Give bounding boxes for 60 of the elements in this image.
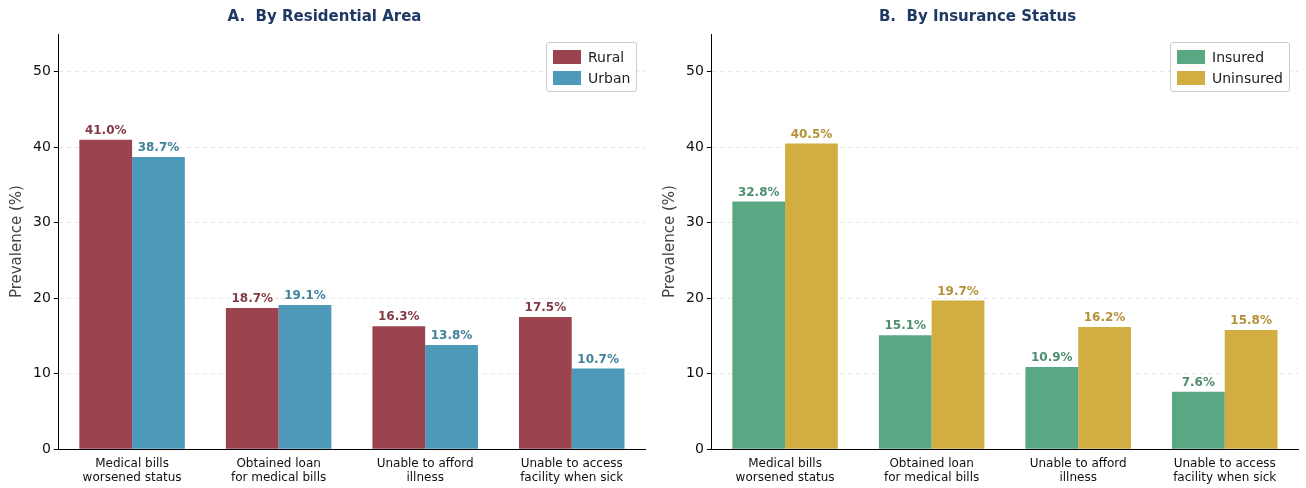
data-label: 7.6% [1181, 374, 1215, 389]
data-label: 19.7% [937, 283, 979, 298]
y-tick-label: 30 [685, 213, 704, 230]
legend-label: Rural [588, 48, 625, 65]
y-tick-label: 40 [32, 137, 51, 154]
y-axis-title: Prevalence (%) [6, 185, 25, 299]
bar [372, 326, 426, 449]
data-label: 10.9% [1030, 350, 1073, 365]
legend-label: Insured [1212, 48, 1265, 65]
bar [1224, 329, 1278, 449]
bar [785, 143, 838, 449]
y-tick-label: 50 [685, 62, 704, 79]
data-label: 17.5% [524, 300, 567, 315]
x-tick-label: Unable to afford illness [376, 455, 474, 484]
bar [132, 157, 185, 449]
legend-label: Uninsured [1212, 69, 1283, 86]
x-tick-label: Unable to access facility when sick [520, 455, 624, 484]
y-tick-label: 10 [685, 364, 704, 381]
bar [518, 317, 572, 449]
data-label: 40.5% [790, 126, 833, 141]
bar [1171, 391, 1225, 449]
y-tick-label: 40 [685, 137, 704, 154]
data-label: 16.2% [1083, 310, 1126, 325]
bar [225, 308, 279, 449]
y-tick-label: 20 [32, 288, 51, 305]
x-tick-label: Medical bills worsened status [735, 455, 835, 484]
bar [732, 201, 786, 449]
y-tick-label: 0 [694, 439, 704, 456]
y-tick-label: 50 [32, 62, 51, 79]
legend-label: Urban [588, 69, 631, 86]
data-label: 32.8% [737, 184, 780, 199]
y-tick-label: 20 [685, 288, 704, 305]
bar [425, 345, 478, 449]
data-label: 18.7% [231, 291, 274, 306]
data-label: 13.8% [430, 328, 473, 343]
x-tick-label: Medical bills worsened status [82, 455, 182, 484]
x-tick-label: Obtained loan for medical bills [230, 455, 327, 484]
bar [931, 300, 985, 449]
bar [571, 368, 625, 449]
data-label: 38.7% [137, 140, 180, 155]
bar [278, 305, 332, 449]
data-label: 15.8% [1230, 313, 1272, 328]
y-tick-label: 0 [41, 439, 51, 456]
x-tick-label: Unable to afford illness [1029, 455, 1127, 484]
data-label: 19.1% [284, 288, 326, 303]
data-label: 15.1% [884, 318, 927, 333]
bar [79, 139, 133, 449]
data-label: 16.3% [377, 309, 420, 324]
bar [1025, 366, 1079, 449]
y-axis-title: Prevalence (%) [659, 185, 678, 299]
chart-title: B. By Insurance Status [878, 6, 1077, 25]
data-label: 10.7% [577, 351, 619, 366]
x-tick-label: Obtained loan for medical bills [883, 455, 980, 484]
bar [878, 335, 932, 449]
y-tick-label: 30 [32, 213, 51, 230]
data-label: 41.0% [84, 122, 127, 137]
bar [1078, 326, 1131, 449]
y-tick-label: 10 [32, 364, 51, 381]
x-tick-label: Unable to access facility when sick [1173, 455, 1277, 484]
chart-title: A. By Residential Area [227, 6, 422, 25]
